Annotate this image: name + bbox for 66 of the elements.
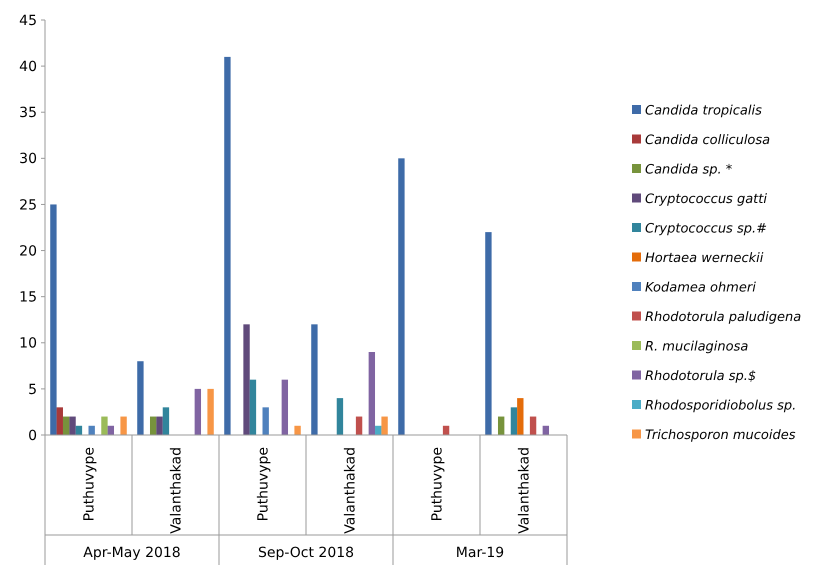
bar <box>336 398 344 435</box>
legend-label: Kodamea ohmeri <box>645 280 756 296</box>
y-tick-label: 10 <box>19 336 37 352</box>
text: Sep-Oct 2018 <box>258 545 354 561</box>
legend-label: Cryptococcus gatti <box>645 192 768 208</box>
bar <box>162 407 170 435</box>
x-tick-label: Valanthakad <box>516 447 532 534</box>
text: Mar-19 <box>456 545 504 561</box>
bar <box>88 426 95 435</box>
x-tick-label: Valanthakad <box>342 447 358 534</box>
legend-label: Rhodosporidiobolus sp. <box>645 398 796 414</box>
bar <box>76 426 82 435</box>
bar <box>375 426 382 435</box>
y-tick-label: 35 <box>19 105 37 122</box>
bar <box>398 158 405 435</box>
bar <box>381 416 388 435</box>
legend-label: Rhodotorula paludigena <box>645 310 802 326</box>
bar <box>120 416 127 435</box>
bar <box>56 407 63 435</box>
bar <box>194 388 202 435</box>
bar <box>530 416 536 435</box>
y-tick-label: 30 <box>19 151 37 168</box>
bar <box>485 232 492 435</box>
bar <box>243 324 250 435</box>
legend-label: Candida tropicalis <box>645 104 762 119</box>
x-tick-label: Valanthakad <box>168 447 184 534</box>
legend-label: Hortaea werneckii <box>645 251 764 266</box>
legend-label: Cryptococcus sp.# <box>645 222 768 237</box>
legend-label: Trichosporon mucoides <box>645 428 796 444</box>
bar <box>250 380 256 435</box>
bar <box>442 426 450 435</box>
bar <box>108 426 114 435</box>
x-tick-label: Puthuvype <box>430 447 446 522</box>
y-tick-label: 15 <box>19 290 37 306</box>
bar <box>69 416 76 435</box>
y-tick-label: 45 <box>19 12 37 29</box>
bar <box>62 416 70 435</box>
bar <box>498 416 504 435</box>
y-tick-label: 0 <box>28 428 37 444</box>
bar <box>510 407 518 435</box>
y-tick-label: 40 <box>19 59 37 76</box>
y-tick-label: 25 <box>19 197 37 214</box>
bar <box>101 416 108 435</box>
bar <box>156 416 163 435</box>
bar <box>207 388 214 435</box>
y-tick-label: 5 <box>28 382 37 398</box>
bar <box>262 407 269 435</box>
legend-label: Candida colliculosa <box>645 133 770 148</box>
bar <box>294 426 301 435</box>
bar <box>368 352 376 435</box>
x-tick-label: Puthuvype <box>256 447 272 522</box>
bar <box>137 361 144 435</box>
bar <box>356 416 362 435</box>
bar <box>542 426 550 435</box>
legend-label: Candida sp. * <box>645 162 733 178</box>
bar <box>224 56 231 435</box>
bar <box>311 324 318 435</box>
legend-label: Rhodotorula sp.$ <box>645 369 756 384</box>
bar <box>517 398 524 435</box>
bar <box>50 204 57 435</box>
text: Apr-May 2018 <box>83 545 181 561</box>
legend-label: R. mucilaginosa <box>645 340 748 355</box>
bar <box>282 380 288 435</box>
bar <box>150 416 156 435</box>
x-tick-label: Puthuvype <box>82 447 98 522</box>
y-tick-label: 20 <box>19 243 37 260</box>
